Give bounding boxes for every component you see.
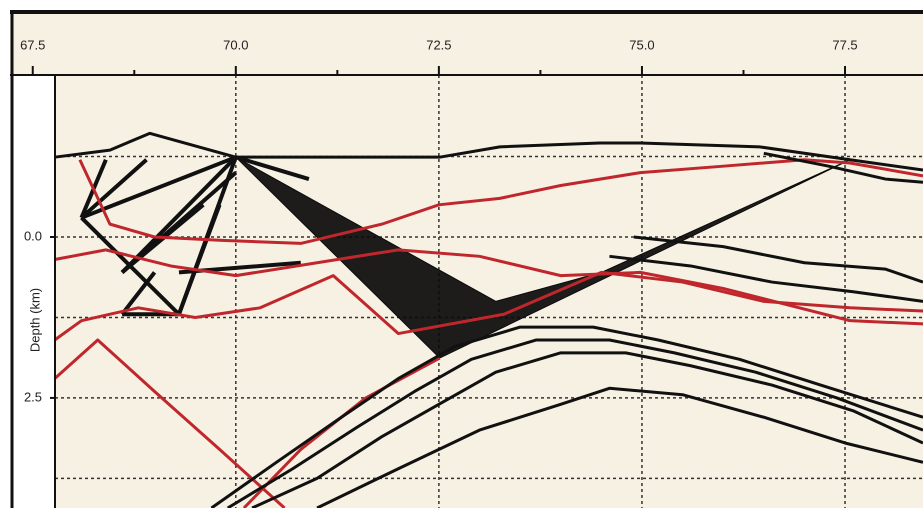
x-axis-panel xyxy=(10,10,923,75)
x-tick-label: 75.0 xyxy=(629,37,654,52)
boundary-line xyxy=(763,151,923,184)
boundary-line xyxy=(609,254,923,303)
ray xyxy=(120,271,157,316)
ray xyxy=(80,155,237,220)
boundary-line xyxy=(53,270,923,342)
boundary-line xyxy=(54,248,923,326)
boundary-line xyxy=(54,131,923,172)
ray xyxy=(120,155,238,274)
x-tick-label: 77.5 xyxy=(832,37,857,52)
ray xyxy=(235,155,310,181)
boundary-line xyxy=(78,158,923,245)
axes: 67.5 70.0 72.5 75.0 77.5 0.0 2.5 xyxy=(20,37,858,404)
ray xyxy=(177,156,238,315)
plot-background xyxy=(10,10,923,508)
x-tick-label: 70.0 xyxy=(223,37,248,52)
y-axis-label: Depth (km) xyxy=(27,288,42,352)
x-tick-label: 72.5 xyxy=(426,37,451,52)
boundary-line xyxy=(226,338,923,508)
boundary-line xyxy=(210,325,923,508)
marks xyxy=(53,131,923,508)
y-tick-label: 0.0 xyxy=(24,228,42,243)
y-axis-panel xyxy=(10,75,55,508)
boundary-line xyxy=(251,351,923,508)
y-tick-label: 2.5 xyxy=(24,389,42,404)
boundary-line xyxy=(633,235,923,284)
ray xyxy=(80,158,148,220)
boundary-line xyxy=(316,386,923,508)
ray-region xyxy=(235,156,851,359)
boundary-line xyxy=(53,338,286,508)
x-tick-label: 67.5 xyxy=(20,37,45,52)
